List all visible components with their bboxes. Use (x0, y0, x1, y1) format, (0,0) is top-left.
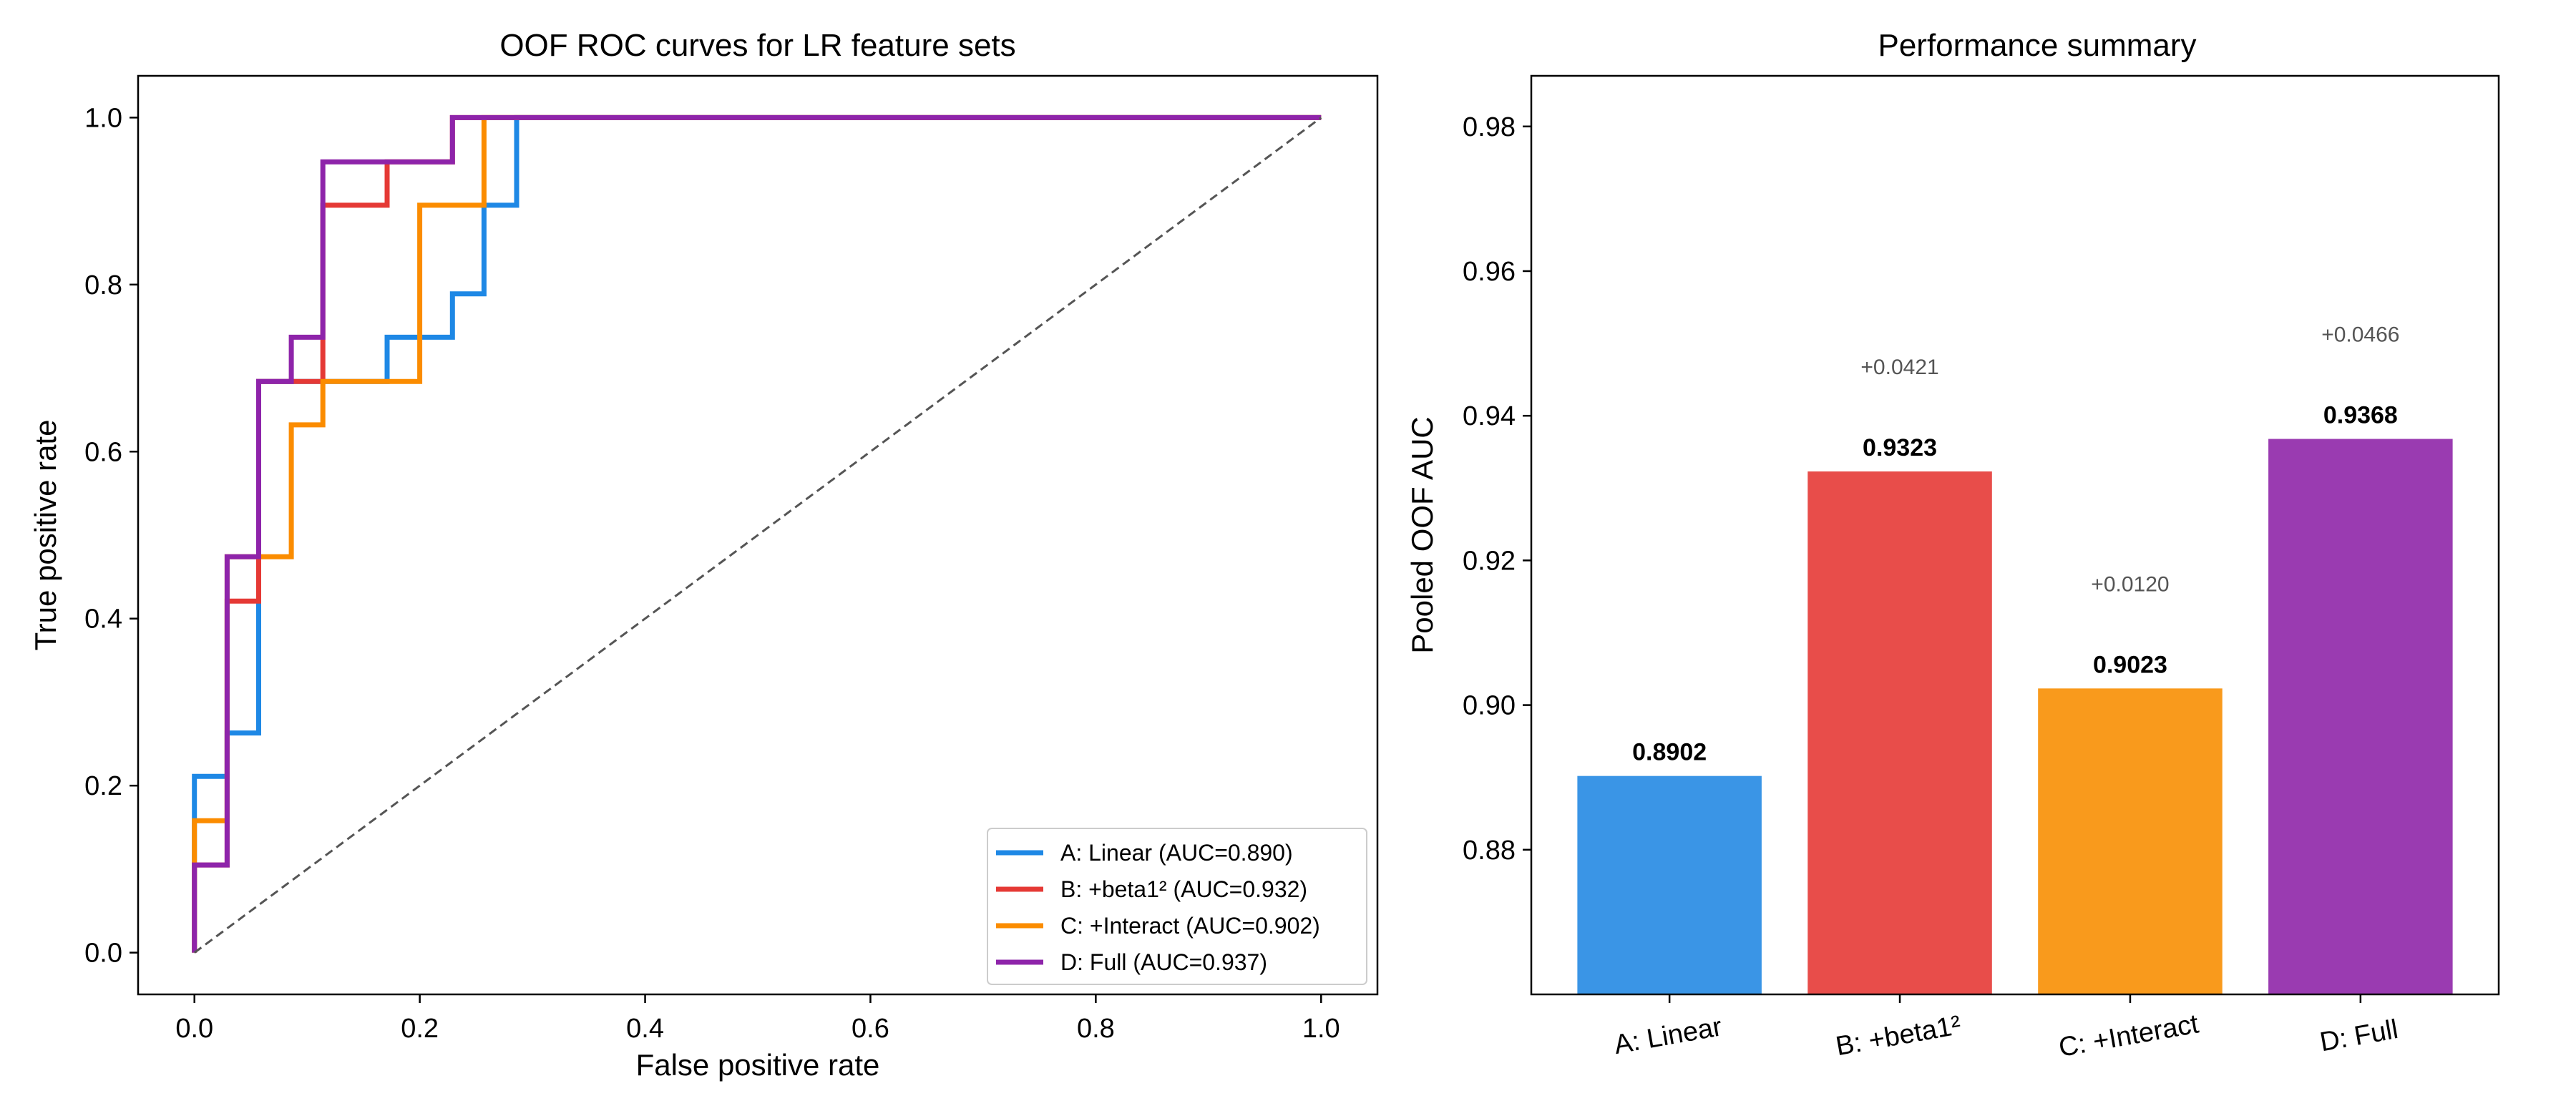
roc-x-tick-label: 0.2 (401, 1014, 439, 1044)
bar-value-label-1: 0.9323 (1863, 434, 1937, 461)
roc-y-tick-label: 0.2 (84, 771, 122, 801)
roc-legend-entry-1: B: +beta1² (AUC=0.932) (1060, 876, 1307, 902)
roc-reference-line (193, 117, 1322, 954)
bar-2 (2038, 688, 2223, 994)
roc-curves (192, 114, 1322, 953)
bar-plot-frame (1530, 74, 2500, 996)
roc-legend: A: Linear (AUC=0.890) B: +beta1² (AUC=0.9… (987, 828, 1367, 985)
bar-y-tick-label: 0.96 (1463, 257, 1516, 287)
bar-y-tick-label: 0.90 (1463, 691, 1516, 721)
roc-legend-entry-2: C: +Interact (AUC=0.902) (1060, 913, 1320, 939)
bar-value-label-0: 0.8902 (1632, 739, 1707, 766)
bar-y-tick-label: 0.94 (1463, 401, 1516, 431)
bar-1 (1807, 471, 1992, 994)
bar-x-ticks: A: Linear B: +beta1² C: +Interact D: Full (1612, 994, 2400, 1063)
roc-y-tick-label: 0.8 (84, 270, 122, 300)
bar-marks: 0.8902 0.9323 +0.0421 0.9023 +0.0120 0.9368 +0… (1577, 323, 2453, 994)
bar-3 (2268, 439, 2453, 994)
bar-delta-label-1: +0.0421 (1860, 356, 1938, 379)
roc-plot-frame (137, 74, 1379, 996)
bar-0 (1577, 775, 1762, 994)
bar-category-label-2: C: +Interact (2057, 1009, 2201, 1063)
bar-delta-label-2: +0.0120 (2091, 572, 2169, 596)
bar-delta-label-3: +0.0466 (2321, 323, 2399, 347)
roc-legend-entry-3: D: Full (AUC=0.937) (1060, 949, 1267, 975)
bar-y-ticks: 0.88 0.90 0.92 0.94 0.96 0.98 (1463, 112, 1531, 866)
roc-legend-entry-0: A: Linear (AUC=0.890) (1060, 840, 1293, 866)
bar-y-tick-label: 0.98 (1463, 112, 1516, 142)
roc-y-tick-label: 1.0 (84, 103, 122, 133)
bar-y-tick-label: 0.92 (1463, 546, 1516, 576)
roc-y-tick-label: 0.6 (84, 437, 122, 467)
bar-y-axis-label: Pooled OOF AUC (1405, 416, 1439, 653)
roc-chart: OOF ROC curves for LR feature sets 0.0 0.… (29, 28, 1379, 1082)
roc-x-ticks: 0.0 0.2 0.4 0.6 0.8 1.0 (175, 994, 1340, 1044)
roc-series-line-3 (192, 114, 1322, 953)
performance-bar-chart: Performance summary 0.89020.9323+0.04210… (1405, 28, 2500, 1063)
roc-x-axis-label: False positive rate (636, 1048, 880, 1082)
roc-chart-title: OOF ROC curves for LR feature sets (499, 28, 1015, 63)
roc-y-axis-label: True positive rate (29, 420, 62, 651)
roc-x-tick-label: 0.6 (852, 1014, 889, 1044)
bar-value-label-2: 0.9023 (2093, 651, 2167, 678)
roc-x-tick-label: 0.8 (1077, 1014, 1115, 1044)
bar-category-label-0: A: Linear (1612, 1012, 1724, 1060)
roc-legend-box (987, 828, 1367, 985)
bar-y-tick-label: 0.88 (1463, 836, 1516, 866)
bar-category-label-1: B: +beta1² (1833, 1010, 1963, 1062)
bar-chart-title: Performance summary (1878, 28, 2196, 63)
roc-y-tick-label: 0.4 (84, 604, 122, 635)
roc-x-tick-label: 1.0 (1302, 1014, 1340, 1044)
roc-x-tick-label: 0.0 (175, 1014, 213, 1044)
roc-y-tick-label: 0.0 (84, 939, 122, 969)
roc-x-tick-label: 0.4 (626, 1014, 664, 1044)
bar-category-label-3: D: Full (2318, 1014, 2400, 1057)
roc-y-ticks: 0.0 0.2 0.4 0.6 0.8 1.0 (84, 103, 138, 969)
bar-value-label-3: 0.9368 (2323, 402, 2398, 429)
chance-diagonal-line (193, 117, 1322, 954)
